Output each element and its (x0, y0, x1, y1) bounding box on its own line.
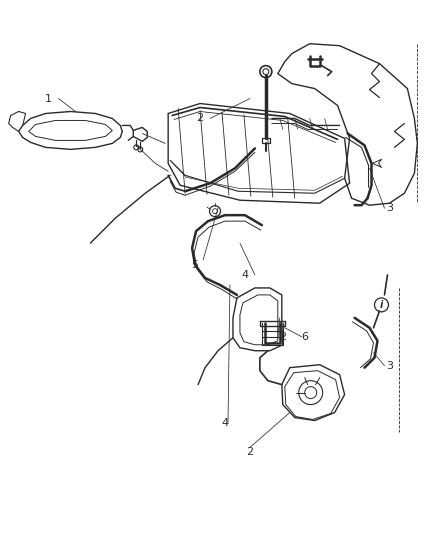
Text: 4: 4 (222, 417, 229, 427)
Text: 2: 2 (279, 332, 286, 342)
Text: 2: 2 (246, 447, 254, 457)
Text: 5: 5 (191, 260, 198, 270)
Text: 2: 2 (197, 114, 204, 124)
Text: 6: 6 (301, 332, 308, 342)
Text: 4: 4 (241, 270, 248, 280)
Text: i: i (380, 300, 383, 310)
Text: 1: 1 (45, 93, 52, 103)
Text: 3: 3 (386, 361, 393, 370)
Text: 3: 3 (386, 203, 393, 213)
